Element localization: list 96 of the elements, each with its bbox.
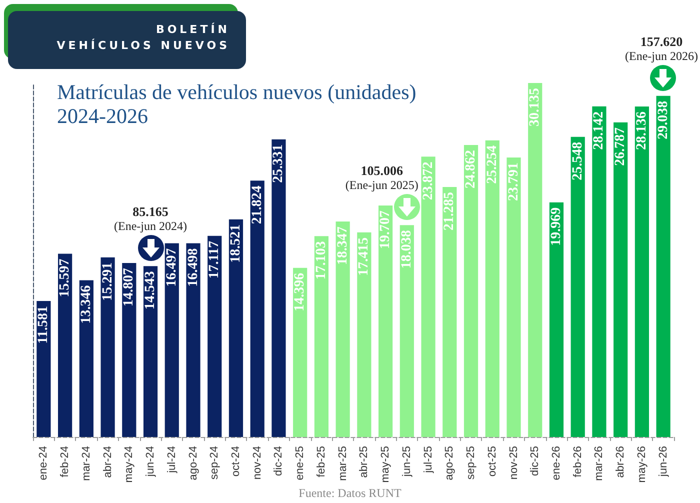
data-label: 18.347 [335, 226, 350, 265]
data-label: 21.285 [442, 192, 458, 230]
bar [58, 254, 72, 437]
data-label: 17.117 [207, 240, 222, 279]
x-tick-label: dic-24 [272, 446, 285, 476]
bar [79, 280, 94, 437]
x-tick-label: may-24 [123, 446, 136, 483]
bar [122, 263, 136, 437]
bar [464, 144, 478, 437]
data-label: 15.597 [58, 258, 73, 298]
data-label: 28.136 [634, 111, 650, 150]
data-label: 30.135 [528, 88, 543, 126]
bar [228, 219, 244, 437]
x-tick-label: jul-25 [422, 446, 434, 474]
chart-subtitle: BOLETÍN VEHÍCULOS NUEVOS [56, 22, 230, 54]
bar [634, 106, 649, 437]
data-label: 14.543 [143, 271, 158, 310]
bar [336, 221, 350, 437]
data-label: 28.142 [592, 111, 607, 150]
x-tick-label: nov-25 [508, 446, 520, 480]
x-tick-label: abr-25 [358, 446, 370, 478]
bar [549, 202, 564, 437]
bar [378, 206, 393, 437]
bar [164, 243, 179, 437]
x-tick-label: ene-25 [294, 446, 306, 480]
x-tick-label: jun-24 [144, 446, 157, 478]
x-tick-label: ene-26 [550, 446, 562, 480]
x-tick-label: feb-25 [315, 446, 328, 478]
x-tick-label: may-25 [380, 446, 392, 483]
bar [314, 236, 328, 437]
x-tick-label: mar-25 [336, 446, 349, 481]
bar [250, 180, 264, 437]
x-tick-label: nov-24 [251, 446, 264, 480]
annotation: 85.165 (Ene-jun 2024) [114, 204, 187, 234]
x-tick-label: oct-25 [486, 446, 498, 477]
annotation: 105.006 (Ene-jun 2025) [345, 163, 418, 192]
bar [272, 139, 286, 437]
data-label: 26.787 [613, 127, 628, 166]
data-label: 23.872 [420, 162, 436, 200]
bar [442, 186, 457, 437]
data-label: 19.969 [548, 207, 564, 246]
bar [100, 257, 115, 437]
x-tick-label: ago-25 [444, 446, 456, 480]
x-tick-label: mar-24 [80, 446, 92, 481]
bar [143, 266, 158, 437]
data-label: 25.548 [570, 142, 586, 180]
data-label: 18.038 [399, 230, 414, 269]
bar [357, 232, 372, 437]
x-tick-label: feb-24 [59, 446, 72, 478]
bar [485, 140, 500, 437]
bar [293, 268, 308, 437]
x-tick-label: ago-24 [187, 446, 200, 480]
x-tick-label: feb-26 [572, 446, 584, 478]
data-label: 13.346 [78, 285, 94, 324]
bar [592, 106, 606, 437]
bar [186, 243, 200, 437]
bar [614, 122, 628, 437]
data-label: 19.707 [378, 210, 394, 249]
bar [528, 83, 542, 437]
text: Matrículas de vehículos nuevos (unidades) 2024-2026 [57, 80, 418, 128]
x-tick-label: jul-24 [166, 446, 178, 474]
bar [570, 136, 585, 437]
data-label: 21.824 [250, 186, 265, 224]
source-note: Fuente: Datos RUNT [298, 486, 402, 501]
data-label: 17.415 [356, 237, 372, 276]
x-tick-label: jun-25 [400, 446, 413, 478]
x-tick-label: sep-25 [465, 446, 478, 480]
data-label: 16.498 [186, 248, 201, 287]
bar [400, 225, 414, 437]
data-label: 25.331 [271, 144, 286, 183]
x-tick-label: jun-26 [657, 446, 670, 478]
x-tick-label: mar-26 [593, 446, 606, 481]
data-label: 16.497 [164, 248, 180, 287]
data-label: 14.807 [122, 268, 137, 307]
data-label: 17.103 [314, 241, 329, 280]
data-label: 18.521 [228, 224, 244, 263]
data-label: 14.396 [292, 272, 308, 312]
data-label: 15.291 [100, 262, 116, 301]
data-label: 23.791 [506, 162, 522, 202]
x-tick-label: abr-24 [102, 446, 114, 478]
annotation: 157.620 (Ene-jun 2026) [625, 34, 698, 63]
x-tick-label: ene-24 [38, 446, 50, 480]
bar [36, 300, 51, 437]
data-label: 11.581 [36, 306, 52, 344]
bar [208, 236, 222, 437]
bar [656, 96, 670, 437]
x-tick-label: may-26 [636, 446, 648, 483]
x-tick-label: abr-26 [614, 446, 627, 478]
x-tick-label: dic-25 [529, 446, 542, 476]
data-label: 29.038 [656, 100, 671, 140]
bar [421, 156, 436, 437]
x-tick-label: oct-24 [230, 446, 242, 477]
data-label: 24.862 [464, 150, 479, 188]
data-label: 25.254 [484, 145, 500, 184]
bar [506, 158, 521, 437]
x-tick-label: sep-24 [208, 446, 221, 480]
